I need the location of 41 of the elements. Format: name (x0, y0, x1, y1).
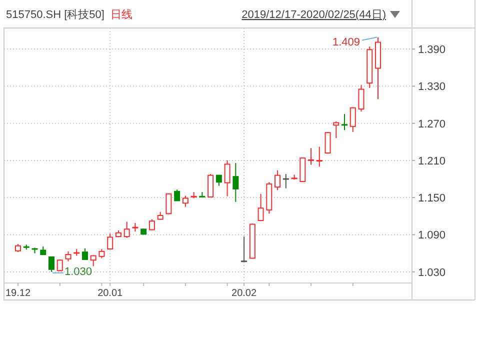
candlestick (240, 236, 248, 262)
candlestick (48, 256, 54, 272)
candlestick (82, 248, 88, 260)
x-tick-label: 20.02 (232, 288, 257, 299)
candlestick (333, 120, 340, 139)
candlestick (98, 248, 105, 259)
candlestick (182, 195, 188, 208)
candlestick (316, 146, 324, 168)
candlestick (65, 250, 72, 262)
candlestick (232, 162, 239, 202)
candlestick (224, 160, 230, 197)
y-tick-label: 1.090 (418, 230, 446, 242)
text: 2019/12/17-2020/02/25(44日) (242, 9, 386, 21)
x-tick-label: 20.01 (98, 288, 124, 299)
candlestick (216, 174, 222, 186)
candlestick (282, 174, 290, 189)
candlestick (300, 157, 306, 183)
y-tick-label: 1.330 (418, 81, 446, 94)
candlestick (340, 114, 348, 131)
candlestick (148, 218, 155, 230)
candlestick (124, 221, 130, 238)
chart-subtitle: 日线 (110, 8, 132, 21)
candlestick (90, 254, 96, 267)
candlestick (208, 174, 214, 198)
candlestick (307, 148, 315, 166)
candlestick (358, 84, 364, 112)
candlestick (174, 189, 180, 202)
candlestick (166, 192, 172, 215)
y-tick-label: 1.030 (418, 266, 446, 279)
chart-title: 515750.SH [科技50] (6, 9, 104, 21)
y-tick-label: 1.210 (418, 155, 446, 168)
candlestick (258, 193, 264, 222)
y-tick-label: 1.150 (418, 192, 446, 205)
annotation: 1.030 (64, 266, 92, 278)
y-tick-label: 1.390 (418, 44, 446, 56)
candlestick (107, 232, 114, 250)
annotation: 1.409 (332, 36, 360, 48)
y-tick-label: 1.270 (418, 118, 446, 130)
candlestick (274, 170, 281, 191)
candlestick (350, 106, 356, 132)
x-tick-label: 19.12 (5, 288, 31, 299)
